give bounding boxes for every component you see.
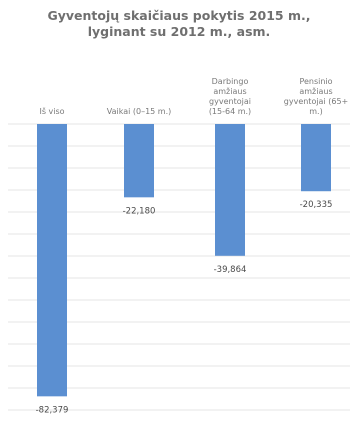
bar: [124, 124, 154, 198]
chart-title-line-1: Gyventojų skaičiaus pokytis 2015 m.,: [47, 8, 311, 23]
category-label-line: Iš viso: [39, 106, 64, 116]
category-label: Vaikai (0–15 m.): [107, 107, 172, 116]
category-label-line: Vaikai (0–15 m.): [107, 107, 172, 116]
data-label: -39,864: [214, 265, 247, 275]
category-label-line: Darbingo: [212, 77, 249, 86]
category-label: Iš viso: [39, 106, 64, 116]
category-label-line: gyventojai: [209, 97, 251, 106]
category-label-line: gyventojai (65+: [284, 97, 348, 106]
data-label: -20,335: [300, 200, 333, 210]
category-label-line: (15-64 m.): [209, 107, 251, 116]
category-label-line: m.): [309, 107, 322, 116]
chart-title: Gyventojų skaičiaus pokytis 2015 m., lyg…: [0, 8, 358, 40]
chart-title-line-2: lyginant su 2012 m., asm.: [87, 24, 271, 39]
category-label-line: amžiaus: [299, 87, 332, 96]
category-label-line: amžiaus: [213, 87, 246, 96]
bar: [37, 124, 67, 397]
category-label: Darbingo amžiaus gyventojai (15-64 m.): [209, 77, 251, 116]
data-label: -22,180: [123, 206, 156, 216]
data-label: -82,379: [36, 405, 69, 415]
bar: [301, 124, 331, 192]
category-label-line: Pensinio: [299, 77, 332, 86]
category-label: Pensinio amžiaus gyventojai (65+ m.): [284, 77, 348, 116]
bar: [215, 124, 245, 256]
